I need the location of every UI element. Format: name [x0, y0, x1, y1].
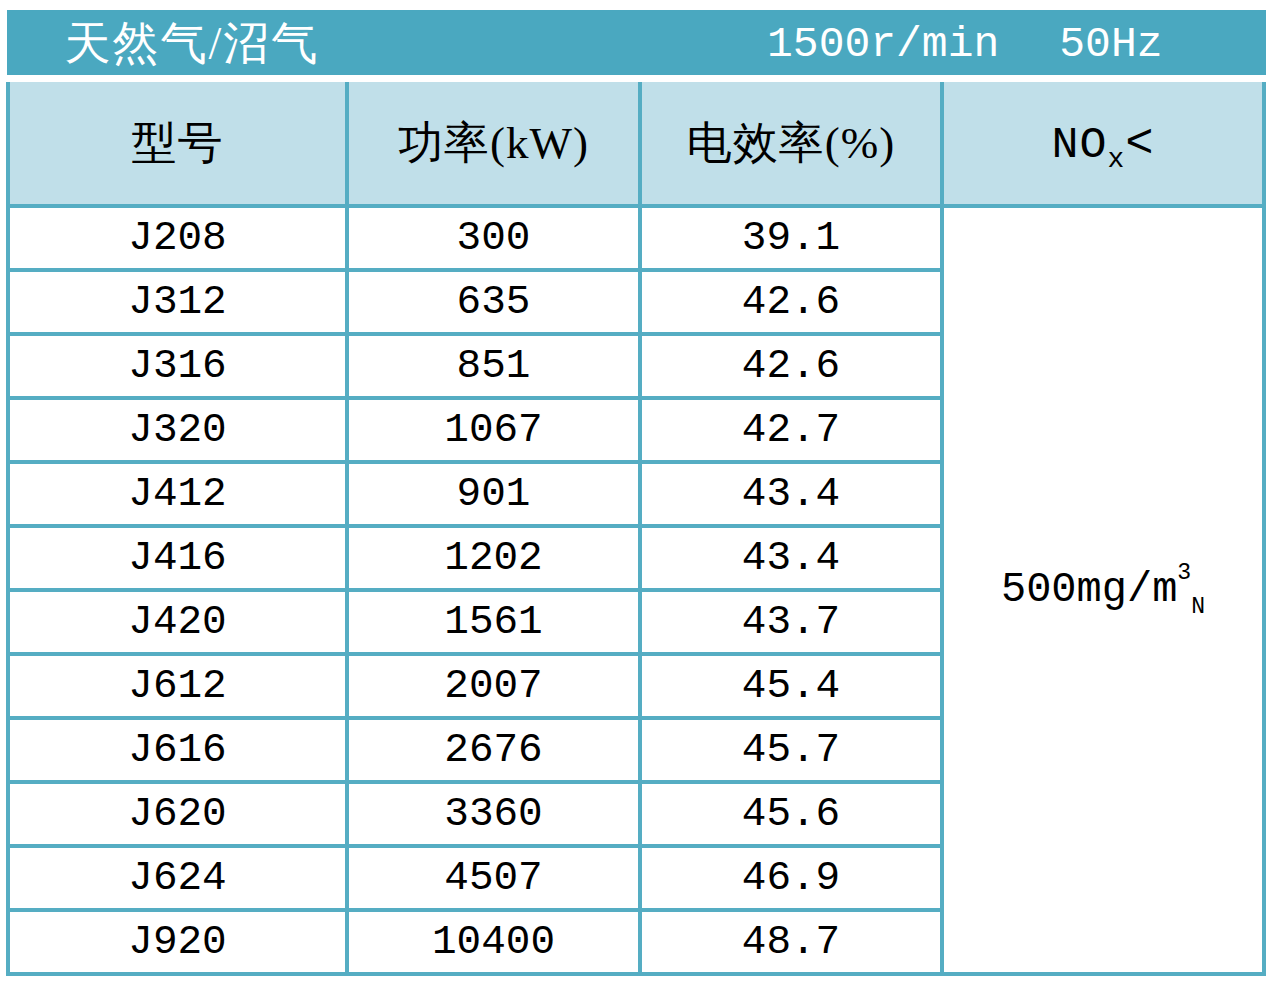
model-cell: J920 [8, 910, 347, 974]
column-header-row: 型号 功率(kW) 电效率(%) NOx< [8, 79, 1264, 207]
power-cell: 2676 [347, 718, 640, 782]
model-cell: J416 [8, 526, 347, 590]
nox-limit-subscript: N [1191, 594, 1205, 620]
model-cell: J312 [8, 270, 347, 334]
engine-speed-label: 1500r/min [767, 20, 999, 69]
power-cell: 3360 [347, 782, 640, 846]
model-cell: J612 [8, 654, 347, 718]
column-header-model: 型号 [8, 79, 347, 207]
page: 天然气/沼气 1500r/min 50Hz 型号 功率(kW) 电效率(%) N… [0, 0, 1270, 981]
efficiency-cell: 43.7 [640, 590, 942, 654]
power-cell: 635 [347, 270, 640, 334]
efficiency-cell: 42.7 [640, 398, 942, 462]
nox-label-subscript: x [1107, 144, 1125, 175]
engine-spec-table: 天然气/沼气 1500r/min 50Hz 型号 功率(kW) 电效率(%) N… [6, 10, 1266, 976]
frequency-label: 50Hz [1059, 20, 1162, 69]
power-cell: 851 [347, 334, 640, 398]
power-cell: 1561 [347, 590, 640, 654]
efficiency-cell: 46.9 [640, 846, 942, 910]
table-title-bar: 天然气/沼气 1500r/min 50Hz [8, 12, 1264, 79]
model-cell: J616 [8, 718, 347, 782]
power-cell: 1202 [347, 526, 640, 590]
efficiency-cell: 42.6 [640, 334, 942, 398]
model-cell: J320 [8, 398, 347, 462]
model-cell: J624 [8, 846, 347, 910]
column-header-efficiency: 电效率(%) [640, 79, 942, 207]
power-cell: 901 [347, 462, 640, 526]
model-cell: J412 [8, 462, 347, 526]
fuel-type-label: 天然气/沼气 [65, 13, 320, 75]
model-cell: J316 [8, 334, 347, 398]
power-cell: 1067 [347, 398, 640, 462]
nox-limit-superscript: 3 [1177, 560, 1191, 586]
nox-limit-value: 500mg/m [1001, 566, 1177, 614]
less-than-sign: < [1125, 118, 1154, 171]
title-row: 天然气/沼气 1500r/min 50Hz [8, 12, 1264, 79]
efficiency-cell: 43.4 [640, 526, 942, 590]
efficiency-cell: 45.6 [640, 782, 942, 846]
efficiency-cell: 48.7 [640, 910, 942, 974]
table-body: J20830039.1500mg/m3NJ31263542.6J31685142… [8, 206, 1264, 974]
power-cell: 10400 [347, 910, 640, 974]
power-cell: 4507 [347, 846, 640, 910]
efficiency-cell: 39.1 [640, 206, 942, 270]
nox-label-base: NO [1051, 120, 1107, 171]
column-header-power: 功率(kW) [347, 79, 640, 207]
nox-limit-cell: 500mg/m3N [942, 206, 1264, 974]
power-cell: 2007 [347, 654, 640, 718]
efficiency-cell: 45.4 [640, 654, 942, 718]
model-cell: J208 [8, 206, 347, 270]
power-cell: 300 [347, 206, 640, 270]
table-row: J20830039.1500mg/m3N [8, 206, 1264, 270]
efficiency-cell: 42.6 [640, 270, 942, 334]
model-cell: J620 [8, 782, 347, 846]
efficiency-cell: 45.7 [640, 718, 942, 782]
model-cell: J420 [8, 590, 347, 654]
efficiency-cell: 43.4 [640, 462, 942, 526]
column-header-nox: NOx< [942, 79, 1264, 207]
